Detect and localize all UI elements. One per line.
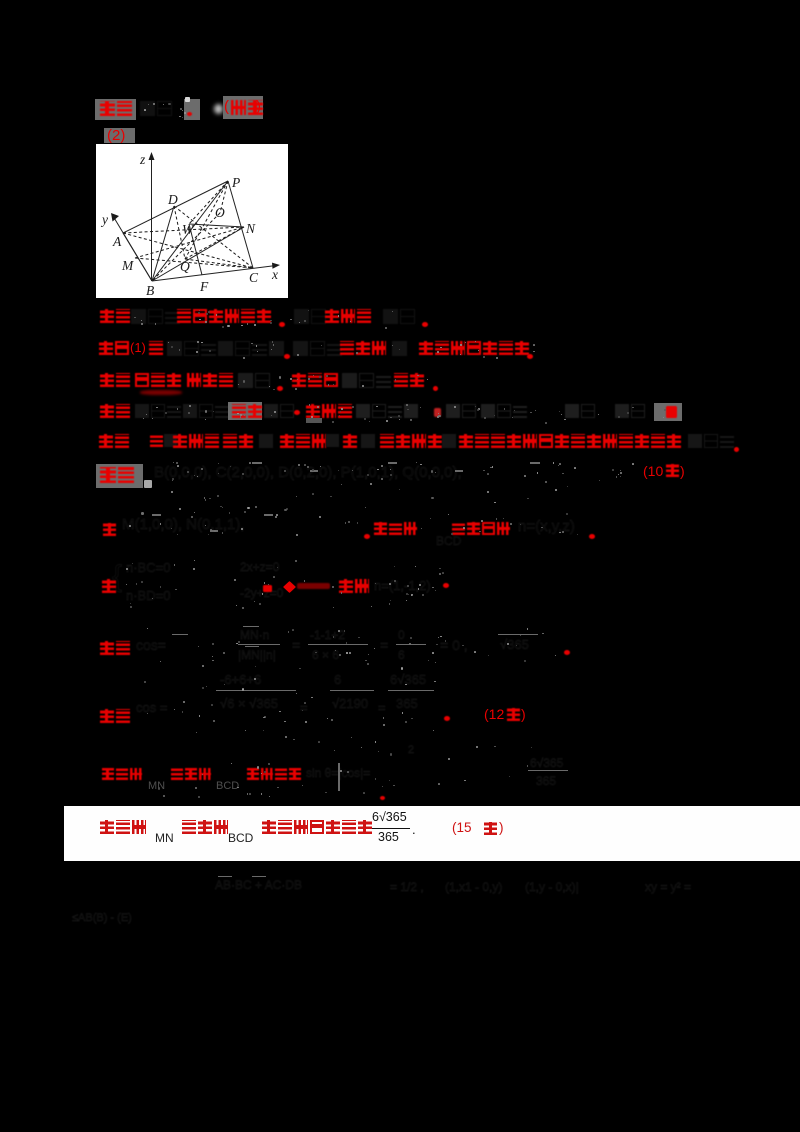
svg-text:Q: Q	[180, 259, 190, 274]
svg-text:M: M	[121, 258, 134, 273]
svg-text:P: P	[231, 175, 240, 190]
svg-text:N: N	[245, 221, 256, 236]
svg-text:A: A	[112, 234, 122, 249]
svg-text:x: x	[271, 267, 278, 282]
svg-text:y: y	[100, 212, 108, 227]
svg-text:O: O	[215, 205, 225, 220]
svg-text:B: B	[146, 283, 154, 298]
svg-text:D: D	[167, 192, 178, 207]
svg-text:W: W	[182, 222, 195, 237]
svg-text:F: F	[199, 279, 209, 294]
svg-text:z: z	[139, 152, 146, 167]
svg-text:C: C	[249, 270, 259, 285]
